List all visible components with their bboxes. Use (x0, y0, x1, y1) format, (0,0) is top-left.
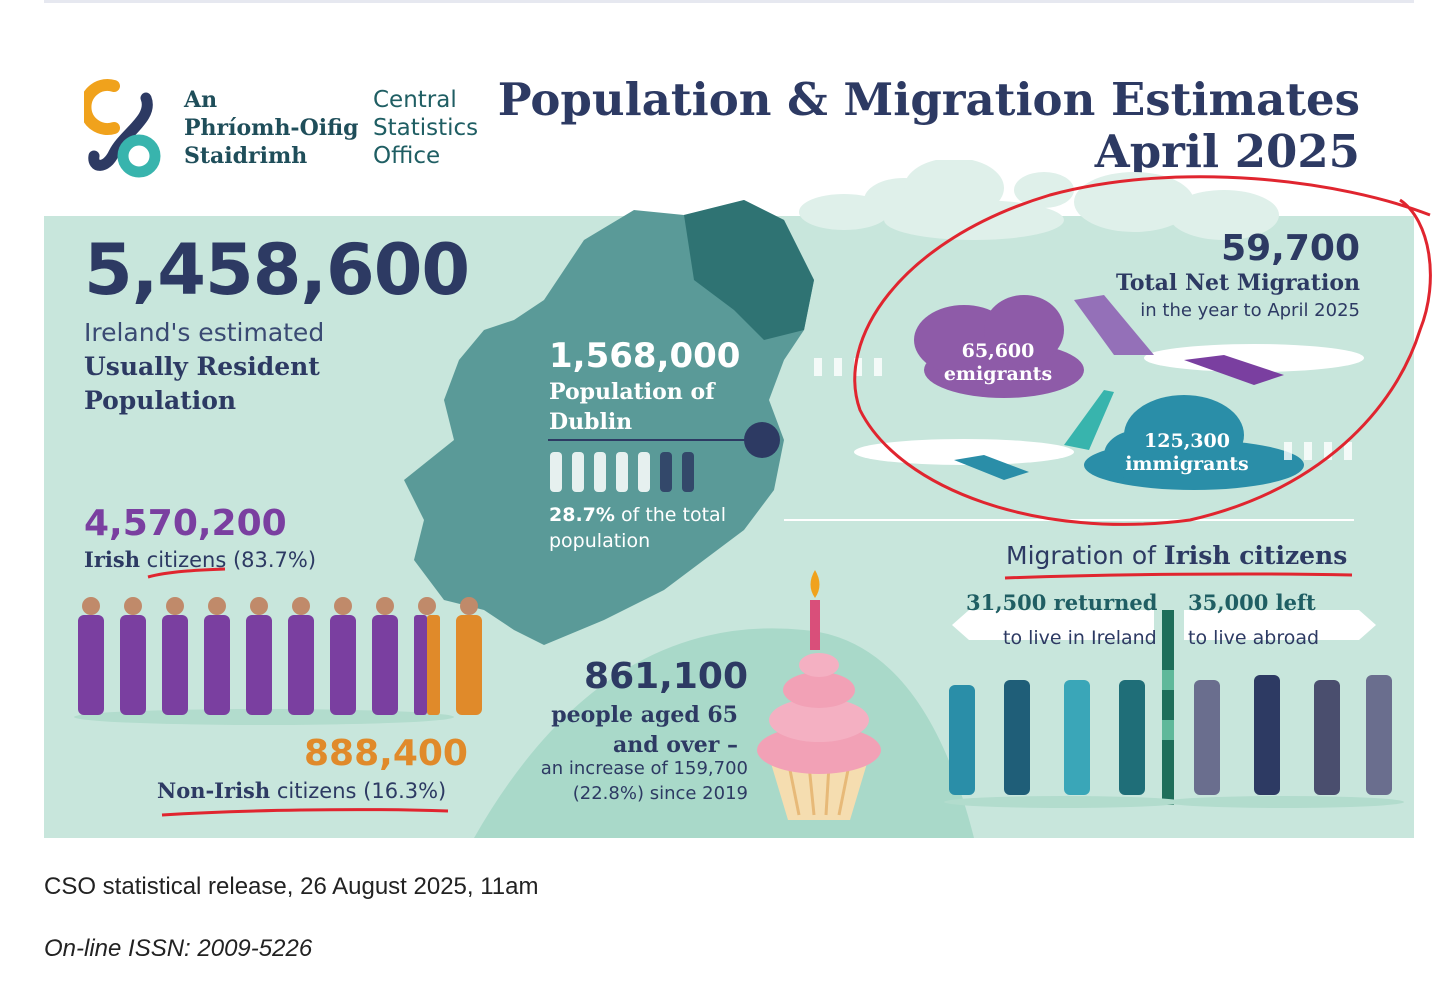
cupcake-icon (757, 570, 881, 820)
dublin-percentage: 28.7% of the total population (549, 502, 749, 554)
top-divider (44, 0, 1414, 3)
non-irish-label: Non-Irish citizens (16.3%) (157, 778, 446, 803)
irish-citizens-number: 4,570,200 (84, 503, 287, 544)
non-irish-label-bold: Non-Irish (157, 778, 271, 803)
net-migration-number: 59,700 (1221, 228, 1360, 269)
immigrants-number: 125,300 (1144, 430, 1230, 452)
plane-inbound-icon (854, 390, 1114, 480)
title-line-2: April 2025 (1094, 125, 1360, 178)
net-migration-label: Total Net Migration (1115, 270, 1360, 296)
irish-label-rest: citizens (83.7%) (139, 548, 317, 572)
dublin-pct-bold: 28.7% (549, 504, 615, 526)
emigrants-label: emigrants (943, 363, 1053, 385)
immigrants-text: 125,300 immigrants (1117, 430, 1257, 476)
older-people-label: people aged 65 and over – (551, 702, 738, 758)
logo-english-name: Central Statistics Office (373, 87, 479, 169)
total-population-label-1: Ireland's estimated (84, 318, 325, 347)
release-info: CSO statistical release, 26 August 2025,… (44, 873, 539, 900)
non-irish-number: 888,400 (304, 733, 468, 774)
ireland-map (404, 200, 814, 645)
irish-migration-title-plain: Migration of (1006, 541, 1164, 570)
irish-label-bold: Irish (84, 547, 140, 572)
citizens-people-row (74, 597, 482, 725)
dublin-pct-rest: of the total population (549, 504, 726, 552)
irish-migration-title: Migration of Irish citizens (1006, 541, 1347, 570)
irish-migration-title-bold: Irish citizens (1163, 541, 1348, 570)
irish-citizens-label: Irish citizens (83.7%) (84, 547, 316, 572)
left-number: 35,000 left (1188, 590, 1316, 615)
total-population: 5,458,600 (84, 229, 470, 311)
logo-irish-name: An Phríomh-Oifig Staidrimh (184, 87, 359, 169)
emigrants-text: 65,600 emigrants (928, 340, 1068, 386)
total-population-label-2: Usually Resident Population (84, 352, 320, 415)
page-title: Population & Migration Estimates April 2… (498, 74, 1360, 178)
title-line-1: Population & Migration Estimates (497, 73, 1360, 126)
cso-logo-icon (84, 79, 161, 178)
emigrants-number: 65,600 (961, 340, 1035, 362)
immigrants-label: immigrants (1125, 453, 1249, 475)
older-people-increase: an increase of 159,700 (22.8%) since 201… (540, 758, 748, 804)
left-label: to live abroad (1188, 627, 1320, 649)
returned-label: to live in Ireland (1003, 627, 1157, 649)
returned-number: 31,500 returned (966, 590, 1158, 615)
issn-info: On-line ISSN: 2009-5226 (44, 935, 313, 962)
leaving-people (1164, 675, 1404, 808)
non-irish-label-rest: citizens (16.3%) (270, 779, 447, 803)
dublin-population-number: 1,568,000 (549, 336, 741, 376)
dublin-population-label: Population of Dublin (549, 379, 715, 435)
returning-people (944, 680, 1184, 808)
older-people-number: 861,100 (584, 656, 748, 697)
net-migration-period: in the year to April 2025 (1140, 300, 1360, 321)
